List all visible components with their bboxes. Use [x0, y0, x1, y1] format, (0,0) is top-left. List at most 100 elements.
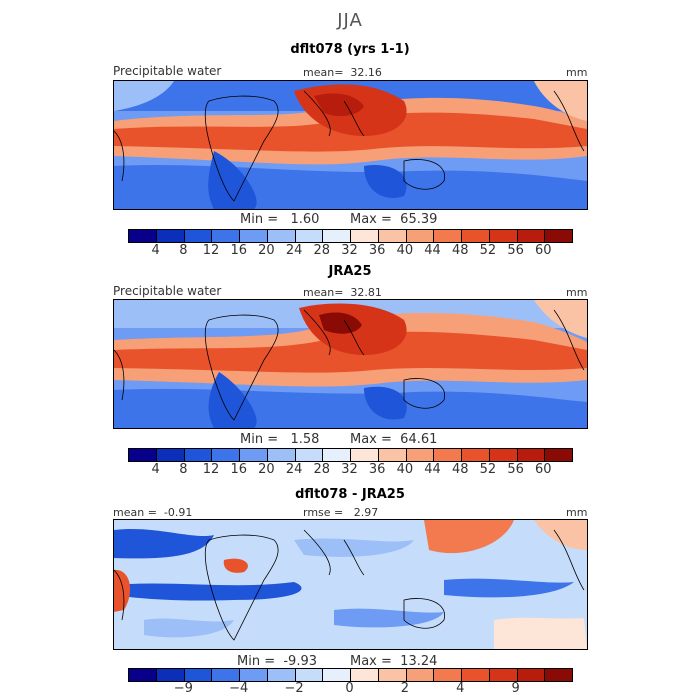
panel2-units: mm: [566, 286, 588, 299]
panel2-title: JRA25: [328, 264, 372, 279]
panel1-colorbar: [128, 229, 573, 243]
colorbar-segment: [351, 449, 379, 461]
colorbar-segment: [184, 230, 213, 242]
colorbar-tick-label: −4: [229, 681, 249, 696]
colorbar-tick-label: 20: [258, 243, 275, 258]
panel1-units: mm: [566, 66, 588, 79]
colorbar-tick-label: −9: [173, 681, 193, 696]
panel1-field: [114, 81, 587, 209]
panel3-rmse: rmse = 2.97: [303, 506, 379, 519]
panel1-variable: Precipitable water: [113, 64, 222, 78]
panel3-title: dflt078 - JRA25: [295, 487, 405, 502]
colorbar-tick-label: 12: [202, 243, 220, 258]
colorbar-segment: [129, 230, 157, 242]
panel3-map: [113, 519, 588, 650]
colorbar-tick-label: 32: [341, 462, 358, 477]
colorbar-tick-label: 40: [396, 462, 414, 477]
colorbar-tick-label: 4: [456, 681, 465, 696]
colorbar-segment: [267, 449, 296, 461]
panel2-mean: mean= 32.81: [303, 286, 382, 299]
colorbar-segment: [156, 449, 185, 461]
panel2-max: Max = 64.61: [350, 432, 438, 447]
colorbar-segment: [295, 230, 324, 242]
colorbar-tick-label: 28: [313, 462, 331, 477]
colorbar-segment: [129, 669, 157, 681]
colorbar-tick-label: 9: [511, 681, 520, 696]
colorbar-segment: [545, 669, 572, 681]
panel3-units: mm: [566, 506, 588, 519]
panel2-map: [113, 299, 588, 429]
colorbar-tick-label: 60: [535, 462, 552, 477]
colorbar-tick-label: 40: [396, 243, 414, 258]
panel2-min: Min = 1.58: [240, 432, 320, 447]
colorbar-segment: [156, 230, 185, 242]
colorbar-segment: [545, 230, 572, 242]
panel3-max: Max = 13.24: [350, 654, 438, 669]
colorbar-segment: [517, 449, 546, 461]
colorbar-tick-label: 20: [258, 462, 275, 477]
colorbar-segment: [434, 230, 462, 242]
colorbar-segment: [462, 230, 490, 242]
panel1-mean: mean= 32.16: [303, 66, 382, 79]
colorbar-segment: [267, 669, 296, 681]
colorbar-segment: [156, 669, 185, 681]
colorbar-segment: [517, 230, 546, 242]
panel3-mean: mean = -0.91: [113, 506, 193, 519]
colorbar-tick-label: 44: [424, 462, 441, 477]
colorbar-segment: [184, 449, 213, 461]
colorbar-tick-label: 52: [479, 243, 497, 258]
panel3-min: Min = -9.93: [237, 654, 317, 669]
colorbar-segment: [240, 449, 268, 461]
colorbar-tick-label: 48: [451, 462, 469, 477]
colorbar-segment: [212, 669, 240, 681]
colorbar-segment: [323, 449, 351, 461]
panel3-colorbar: [128, 668, 573, 682]
colorbar-tick-label: 44: [424, 243, 441, 258]
colorbar-tick-label: 16: [230, 462, 248, 477]
colorbar-tick-label: 24: [285, 462, 303, 477]
colorbar-segment: [462, 449, 490, 461]
colorbar-segment: [406, 449, 435, 461]
colorbar-tick-label: 4: [151, 462, 160, 477]
panel2-field: [114, 300, 587, 428]
colorbar-tick-label: 56: [507, 243, 524, 258]
colorbar-segment: [351, 230, 379, 242]
colorbar-tick-label: 8: [179, 462, 188, 477]
colorbar-segment: [240, 669, 268, 681]
colorbar-tick-label: 32: [341, 243, 358, 258]
colorbar-tick-label: 0: [345, 681, 354, 696]
colorbar-segment: [295, 669, 324, 681]
colorbar-segment: [378, 449, 407, 461]
colorbar-segment: [517, 669, 546, 681]
colorbar-tick-label: 8: [179, 243, 188, 258]
colorbar-segment: [545, 449, 572, 461]
colorbar-tick-label: 60: [535, 243, 552, 258]
panel1-title: dflt078 (yrs 1-1): [290, 42, 410, 57]
colorbar-segment: [184, 669, 213, 681]
colorbar-segment: [212, 449, 240, 461]
colorbar-segment: [323, 669, 351, 681]
colorbar-segment: [489, 669, 518, 681]
colorbar-tick-label: 28: [313, 243, 331, 258]
colorbar-tick-label: 48: [451, 243, 469, 258]
colorbar-segment: [351, 669, 379, 681]
colorbar-tick-label: 52: [479, 462, 497, 477]
colorbar-tick-label: 2: [400, 681, 410, 696]
panel1-max: Max = 65.39: [350, 212, 438, 227]
colorbar-tick-label: 36: [368, 462, 386, 477]
colorbar-tick-label: 4: [151, 243, 160, 258]
colorbar-segment: [462, 669, 490, 681]
colorbar-tick-label: 36: [368, 243, 386, 258]
colorbar-tick-label: −2: [284, 681, 304, 696]
colorbar-segment: [323, 230, 351, 242]
colorbar-segment: [295, 449, 324, 461]
figure-title: JJA: [337, 10, 363, 31]
colorbar-tick-label: 16: [230, 243, 248, 258]
colorbar-tick-label: 56: [507, 462, 524, 477]
colorbar-segment: [489, 230, 518, 242]
panel1-map: [113, 80, 588, 210]
colorbar-segment: [378, 669, 407, 681]
colorbar-segment: [129, 449, 157, 461]
colorbar-segment: [434, 449, 462, 461]
colorbar-segment: [406, 230, 435, 242]
